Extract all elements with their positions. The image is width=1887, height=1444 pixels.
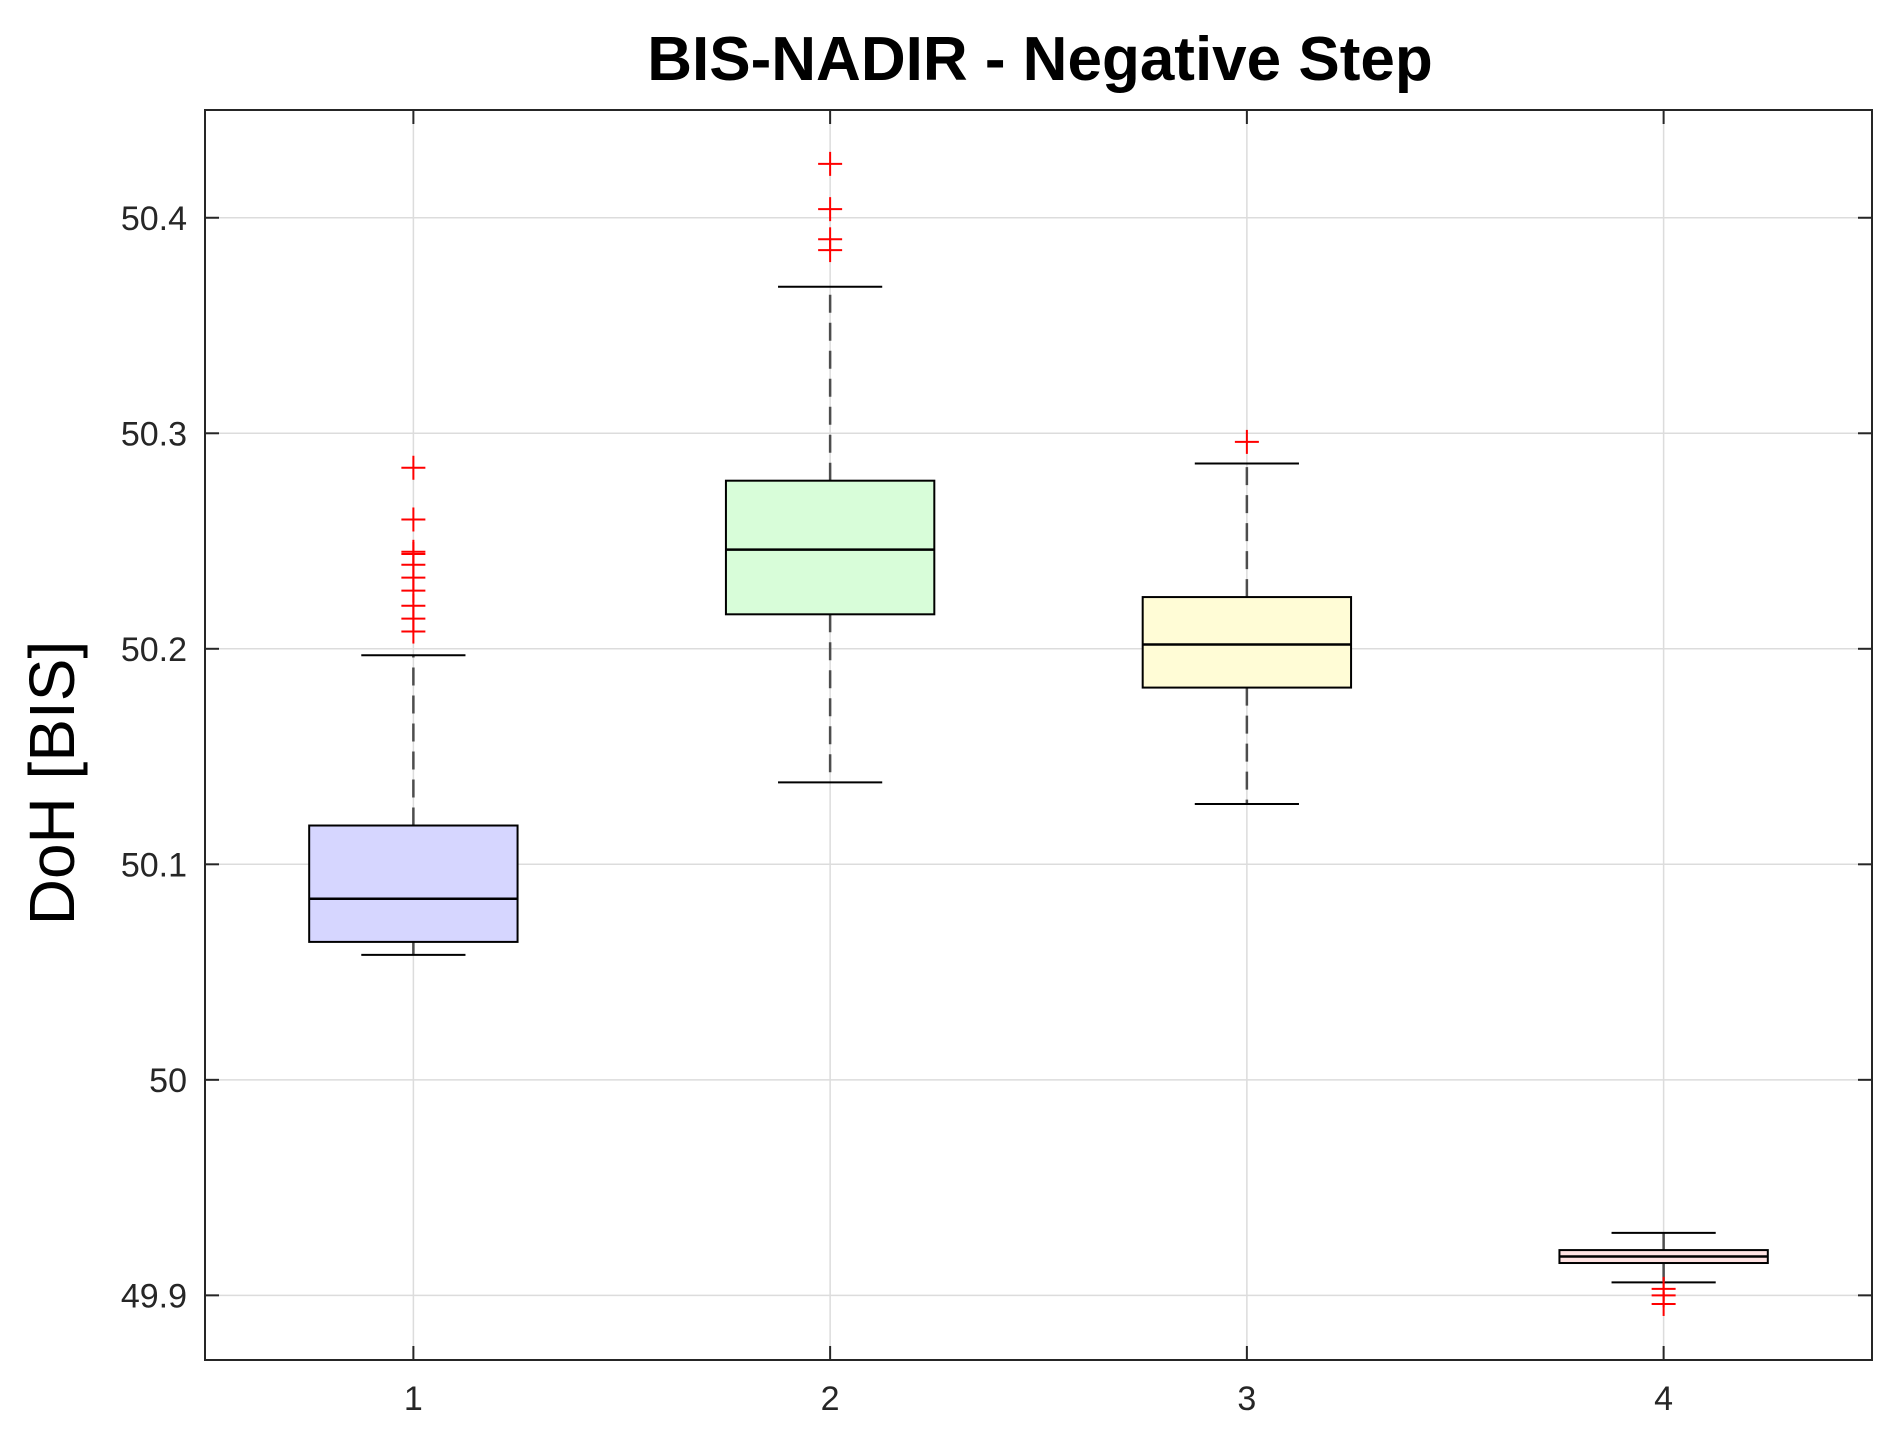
outlier-marker <box>818 151 843 176</box>
x-tick-label: 3 <box>1237 1380 1256 1418</box>
y-tick-labels: 49.9 50 50.1 50.2 50.3 50.4 <box>121 200 187 1316</box>
axis-ticks <box>205 110 1872 1360</box>
y-tick-label: 50.2 <box>121 631 187 669</box>
box-1 <box>308 455 519 956</box>
y-tick-label: 50.1 <box>121 846 187 884</box>
y-tick-label: 50.3 <box>121 415 187 453</box>
outlier-marker <box>1651 1276 1676 1301</box>
y-tick-label: 50.4 <box>121 200 187 238</box>
box-3 <box>1141 429 1353 805</box>
x-tick-label: 2 <box>821 1380 840 1418</box>
chart-title: BIS-NADIR - Negative Step <box>647 25 1432 94</box>
box-2 <box>724 151 936 784</box>
iqr-box <box>1141 596 1353 689</box>
outlier-marker <box>401 539 426 564</box>
outlier-marker <box>818 197 843 222</box>
plot-frame <box>204 109 1873 1361</box>
iqr-box <box>724 479 936 616</box>
box-series <box>308 151 1769 1316</box>
iqr-box <box>308 824 519 943</box>
box-4 <box>1558 1231 1769 1316</box>
x-tick-labels: 1 2 3 4 <box>404 1380 1673 1418</box>
outlier-marker <box>1234 429 1259 454</box>
outlier-marker <box>818 227 843 252</box>
outlier-marker <box>401 455 426 480</box>
outlier-marker <box>401 507 426 532</box>
y-tick-label: 50 <box>149 1062 187 1100</box>
x-tick-label: 1 <box>404 1380 423 1418</box>
y-tick-label: 49.9 <box>121 1277 187 1315</box>
y-axis-title: DoH [BIS] <box>16 641 88 926</box>
x-tick-label: 4 <box>1654 1380 1673 1418</box>
